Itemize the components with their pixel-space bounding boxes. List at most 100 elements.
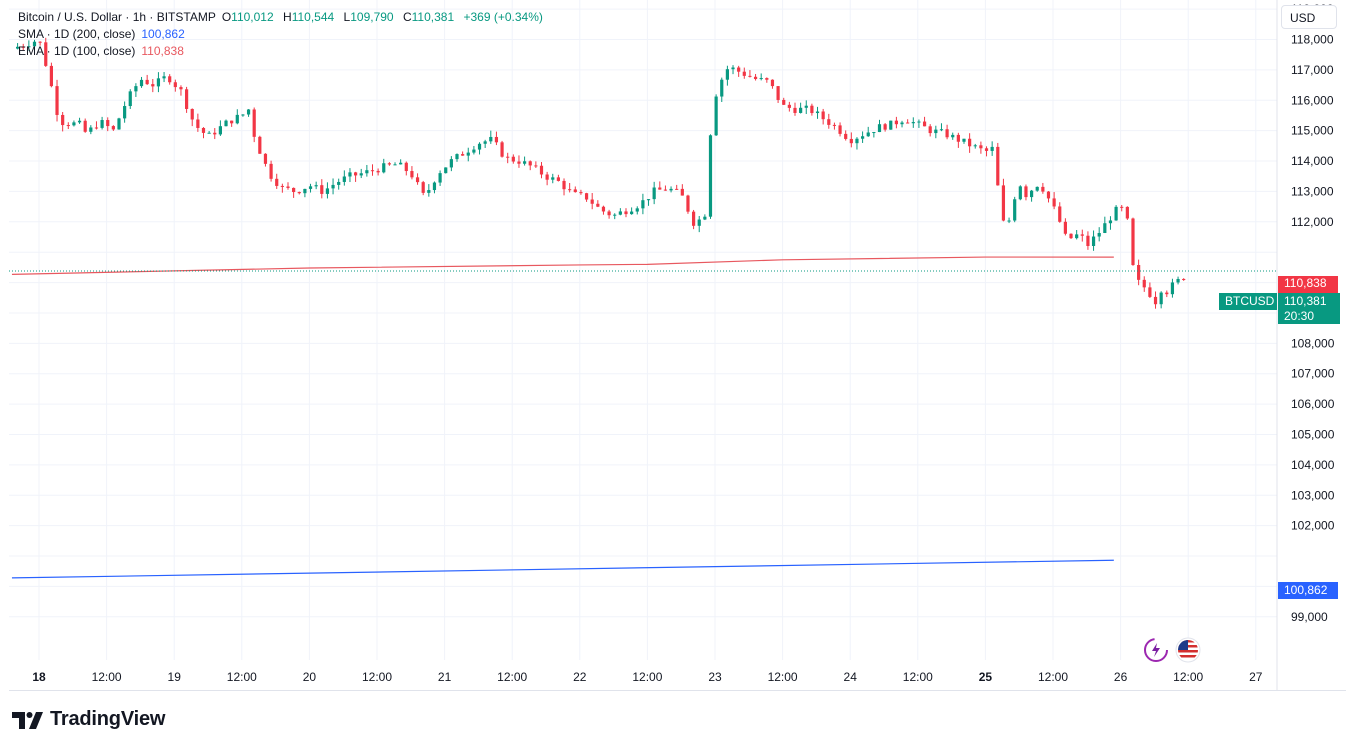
candle-body bbox=[235, 114, 239, 124]
ema-line bbox=[11, 256, 1114, 275]
candle-body bbox=[849, 138, 853, 144]
tradingview-logo[interactable]: TradingView bbox=[12, 708, 165, 731]
candle-body bbox=[641, 200, 645, 209]
candle-body bbox=[962, 138, 966, 142]
candle-body bbox=[230, 120, 234, 124]
candle-body bbox=[883, 124, 887, 130]
candle-body bbox=[996, 146, 1000, 186]
x-tick-label: 12:00 bbox=[632, 670, 662, 684]
candle-body bbox=[506, 156, 510, 158]
legend-ema-row[interactable]: EMA · 1D (100, close) 110,838 bbox=[18, 43, 549, 60]
candle-body bbox=[117, 118, 121, 130]
candle-body bbox=[280, 185, 284, 187]
candle-body bbox=[94, 127, 99, 129]
y-tick-label: 113,000 bbox=[1291, 184, 1334, 198]
candle-body bbox=[1029, 190, 1034, 198]
y-tick-label: 99,000 bbox=[1291, 610, 1328, 624]
candle-body bbox=[556, 177, 560, 181]
chart-canvas[interactable]: 99,000 102,000 103,000 104,000 105,000 106,00… bbox=[9, 0, 1346, 690]
candle-body bbox=[1046, 191, 1051, 199]
candle-body bbox=[1035, 186, 1039, 191]
candle-body bbox=[213, 132, 217, 135]
candle-body bbox=[27, 46, 31, 48]
candle-body bbox=[303, 188, 307, 194]
candle-body bbox=[906, 122, 910, 124]
candle-body bbox=[1063, 221, 1067, 234]
candle-body bbox=[489, 136, 493, 142]
candle-body bbox=[55, 86, 59, 115]
candle-body bbox=[218, 126, 222, 135]
candle-body bbox=[793, 107, 797, 113]
candle-body bbox=[477, 143, 482, 150]
candle-body bbox=[201, 127, 206, 133]
x-tick-label: 12:00 bbox=[92, 670, 122, 684]
candle-body bbox=[111, 126, 115, 130]
candle-body bbox=[539, 165, 544, 175]
last-price-value: 110,381 bbox=[1284, 294, 1327, 308]
candle-body bbox=[292, 187, 296, 193]
candle-body bbox=[466, 152, 470, 156]
us-flag-icon[interactable] bbox=[1175, 637, 1201, 663]
candle-body bbox=[680, 188, 684, 196]
symbol-title[interactable]: Bitcoin / U.S. Dollar · 1h · BITSTAMP bbox=[18, 10, 216, 24]
candle-body bbox=[1153, 296, 1158, 305]
candle-body bbox=[517, 161, 521, 164]
y-tick-label: 112,000 bbox=[1291, 215, 1334, 229]
candle-body bbox=[128, 91, 132, 107]
candle-body bbox=[737, 67, 741, 72]
candle-body bbox=[568, 189, 572, 191]
candle-body bbox=[984, 148, 989, 151]
candle-body bbox=[900, 122, 904, 125]
x-tick-label: 19 bbox=[168, 670, 182, 684]
candle-body bbox=[1007, 220, 1011, 222]
candle-body bbox=[686, 195, 690, 212]
candle-body bbox=[455, 154, 459, 160]
candle-body bbox=[483, 141, 487, 144]
candle-body bbox=[1114, 206, 1118, 221]
x-tick-label: 20 bbox=[303, 670, 317, 684]
candle-body bbox=[731, 67, 735, 70]
candle-body bbox=[748, 75, 752, 77]
candle-body bbox=[139, 79, 144, 87]
candle-body bbox=[1170, 282, 1175, 295]
spark-icon[interactable] bbox=[1143, 637, 1169, 663]
candle-body bbox=[917, 121, 921, 123]
candle-body bbox=[866, 132, 870, 137]
candle-body bbox=[810, 105, 814, 114]
close-key: C bbox=[402, 10, 412, 24]
candle-body bbox=[522, 161, 527, 164]
sma-price-tag: 100,862 bbox=[1278, 582, 1338, 599]
y-tick-label: 116,000 bbox=[1291, 93, 1334, 107]
candle-body bbox=[1041, 186, 1045, 192]
candle-body bbox=[584, 193, 589, 200]
candle-body bbox=[1091, 236, 1096, 246]
candle-body bbox=[601, 206, 606, 212]
currency-button[interactable]: USD bbox=[1281, 5, 1337, 29]
candle-body bbox=[1159, 292, 1163, 305]
candle-body bbox=[258, 136, 262, 154]
candle-body bbox=[765, 78, 769, 80]
candle-body bbox=[44, 42, 48, 66]
candle-body bbox=[838, 125, 842, 134]
candle-body bbox=[815, 111, 820, 114]
low-key: L bbox=[343, 10, 351, 24]
candle-body bbox=[190, 108, 194, 120]
ema-value: 110,838 bbox=[141, 44, 184, 58]
candle-body bbox=[979, 145, 983, 149]
high-value: 110,544 bbox=[291, 10, 335, 24]
candle-body bbox=[714, 96, 718, 136]
candle-body bbox=[579, 192, 583, 194]
symbol-tag: BTCUSD bbox=[1219, 293, 1277, 310]
candle-body bbox=[353, 172, 358, 176]
candle-body bbox=[370, 170, 375, 172]
candle-body bbox=[72, 122, 76, 126]
candle-body bbox=[156, 78, 161, 87]
chart-area[interactable]: 99,000 102,000 103,000 104,000 105,000 106,00… bbox=[9, 0, 1346, 691]
legend-sma-row[interactable]: SMA · 1D (200, close) 100,862 bbox=[18, 26, 549, 43]
candle-body bbox=[1125, 206, 1129, 219]
candle-body bbox=[61, 114, 65, 126]
candle-body bbox=[855, 138, 859, 144]
candle-body bbox=[421, 182, 425, 193]
candle-body bbox=[241, 114, 245, 116]
candle-body bbox=[1069, 233, 1073, 239]
